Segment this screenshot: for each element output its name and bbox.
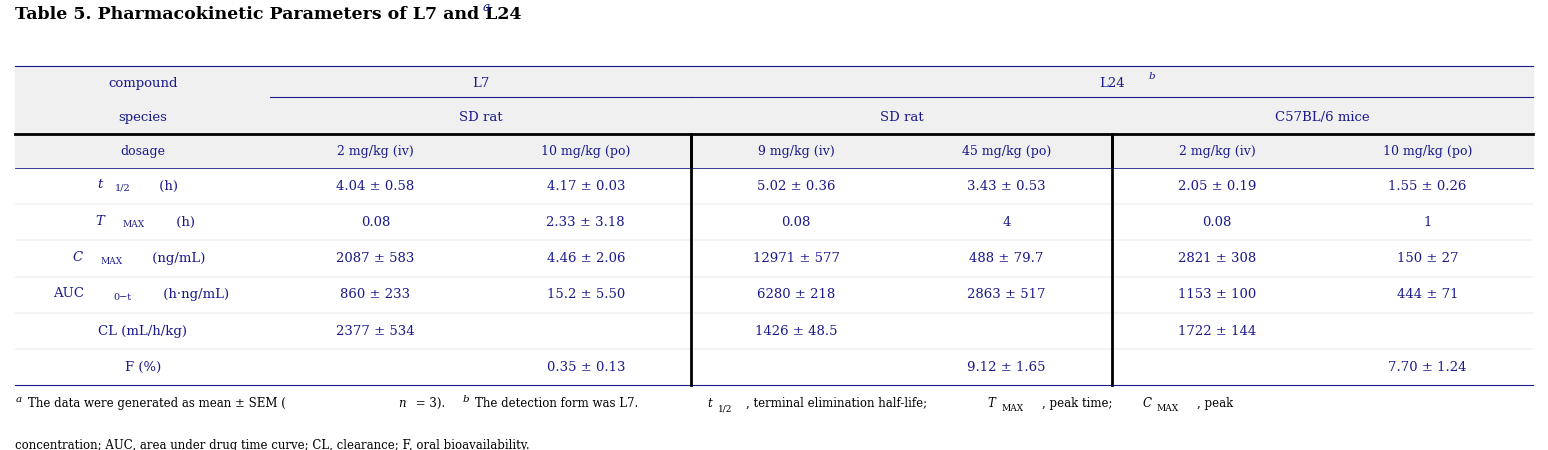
Text: t: t (98, 178, 102, 191)
Text: (h·ng/mL): (h·ng/mL) (159, 288, 229, 302)
Text: n: n (398, 397, 406, 410)
Text: (h): (h) (172, 216, 195, 229)
Text: , terminal elimination half-life;: , terminal elimination half-life; (746, 397, 930, 410)
Bar (15, 313, 1533, 349)
Text: 7.70 ± 1.24: 7.70 ± 1.24 (1389, 361, 1466, 374)
Bar (15, 168, 1533, 204)
Text: 4.04 ± 0.58: 4.04 ± 0.58 (336, 180, 415, 193)
Text: (ng/mL): (ng/mL) (149, 252, 206, 265)
Text: MAX: MAX (1002, 404, 1023, 413)
Text: 1153 ± 100: 1153 ± 100 (1178, 288, 1255, 302)
Text: 5.02 ± 0.36: 5.02 ± 0.36 (757, 180, 836, 193)
Bar (15, 240, 1533, 277)
Text: = 3).: = 3). (412, 397, 449, 410)
Bar (15, 102, 1533, 134)
Text: 2.05 ± 0.19: 2.05 ± 0.19 (1178, 180, 1255, 193)
Bar (15, 277, 1533, 313)
Text: 2.33 ± 3.18: 2.33 ± 3.18 (546, 216, 625, 229)
Text: T: T (988, 397, 995, 410)
Text: C57BL/6 mice: C57BL/6 mice (1276, 112, 1370, 124)
Text: The detection form was L7.: The detection form was L7. (475, 397, 642, 410)
Text: MAX: MAX (101, 256, 122, 266)
Text: L7: L7 (472, 77, 489, 90)
Text: Table 5. Pharmacokinetic Parameters of L7 and L24: Table 5. Pharmacokinetic Parameters of L… (15, 6, 522, 23)
Text: (h): (h) (155, 180, 178, 193)
Text: 2377 ± 534: 2377 ± 534 (336, 324, 415, 338)
Text: CL (mL/h/kg): CL (mL/h/kg) (99, 324, 187, 338)
Text: MAX: MAX (1156, 404, 1178, 413)
Text: 0.08: 0.08 (1203, 216, 1232, 229)
Text: 1/2: 1/2 (718, 404, 732, 413)
Text: b: b (463, 396, 469, 405)
Text: 1: 1 (1423, 216, 1432, 229)
Text: 488 ± 79.7: 488 ± 79.7 (969, 252, 1043, 265)
Text: 2087 ± 583: 2087 ± 583 (336, 252, 415, 265)
Text: 4.46 ± 2.06: 4.46 ± 2.06 (546, 252, 625, 265)
Text: 1.55 ± 0.26: 1.55 ± 0.26 (1389, 180, 1466, 193)
Text: 150 ± 27: 150 ± 27 (1396, 252, 1458, 265)
Text: 9.12 ± 1.65: 9.12 ± 1.65 (968, 361, 1046, 374)
Text: 1426 ± 48.5: 1426 ± 48.5 (755, 324, 837, 338)
Text: 2863 ± 517: 2863 ± 517 (968, 288, 1046, 302)
Text: 0−t: 0−t (113, 293, 132, 302)
Text: 45 mg/kg (po): 45 mg/kg (po) (961, 145, 1051, 158)
Text: T: T (94, 215, 104, 228)
Text: SD rat: SD rat (879, 112, 923, 124)
Text: a: a (15, 396, 22, 405)
Bar (15, 204, 1533, 240)
Text: 9 mg/kg (iv): 9 mg/kg (iv) (759, 145, 834, 158)
Text: SD rat: SD rat (458, 112, 503, 124)
Text: 3.43 ± 0.53: 3.43 ± 0.53 (968, 180, 1046, 193)
Text: 0.08: 0.08 (782, 216, 811, 229)
Text: a: a (483, 0, 491, 13)
Text: concentration; AUC, area under drug time curve; CL, clearance; F, oral bioavaila: concentration; AUC, area under drug time… (15, 439, 529, 450)
Text: L24: L24 (1099, 77, 1124, 90)
Text: 15.2 ± 5.50: 15.2 ± 5.50 (546, 288, 625, 302)
Text: MAX: MAX (122, 220, 144, 230)
Text: 12971 ± 577: 12971 ± 577 (752, 252, 839, 265)
Bar (15, 349, 1533, 386)
Text: t: t (707, 397, 712, 410)
Text: b: b (1149, 72, 1155, 81)
Bar (15, 66, 1533, 102)
Text: 444 ± 71: 444 ± 71 (1396, 288, 1458, 302)
Text: C: C (1142, 397, 1152, 410)
Text: 4.17 ± 0.03: 4.17 ± 0.03 (546, 180, 625, 193)
Text: , peak: , peak (1197, 397, 1232, 410)
Text: F (%): F (%) (125, 361, 161, 374)
Text: species: species (118, 112, 167, 124)
Text: 2 mg/kg (iv): 2 mg/kg (iv) (1178, 145, 1255, 158)
Text: 10 mg/kg (po): 10 mg/kg (po) (542, 145, 630, 158)
Bar (15, 136, 1533, 168)
Text: 6280 ± 218: 6280 ± 218 (757, 288, 836, 302)
Text: 860 ± 233: 860 ± 233 (341, 288, 410, 302)
Text: C: C (73, 251, 84, 264)
Text: 4: 4 (1003, 216, 1011, 229)
Text: 0.35 ± 0.13: 0.35 ± 0.13 (546, 361, 625, 374)
Text: The data were generated as mean ± SEM (: The data were generated as mean ± SEM ( (28, 397, 286, 410)
Text: 0.08: 0.08 (361, 216, 390, 229)
Text: , peak time;: , peak time; (1042, 397, 1116, 410)
Text: 10 mg/kg (po): 10 mg/kg (po) (1382, 145, 1472, 158)
Text: 1722 ± 144: 1722 ± 144 (1178, 324, 1255, 338)
Text: 2 mg/kg (iv): 2 mg/kg (iv) (337, 145, 413, 158)
Text: AUC: AUC (53, 287, 84, 300)
Text: 1/2: 1/2 (115, 184, 130, 193)
Text: dosage: dosage (121, 145, 166, 158)
Text: 2821 ± 308: 2821 ± 308 (1178, 252, 1255, 265)
Text: compound: compound (108, 77, 178, 90)
